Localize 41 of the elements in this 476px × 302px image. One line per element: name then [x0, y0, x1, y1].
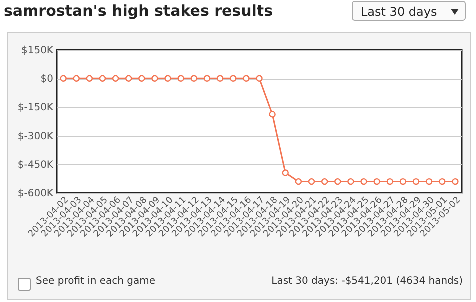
point — [190, 75, 198, 82]
y-tick-label: $-450K — [18, 160, 54, 171]
y-tick-label: $0 — [40, 74, 54, 86]
point — [73, 75, 80, 82]
point — [204, 75, 211, 82]
y-tick-label: $-300K — [18, 131, 54, 142]
point — [452, 178, 459, 186]
point — [269, 111, 276, 118]
point — [164, 75, 172, 82]
point — [178, 75, 184, 82]
point — [426, 178, 433, 186]
chart-title: samrostan's high stakes results — [4, 2, 274, 20]
point — [321, 178, 328, 186]
point — [216, 75, 224, 82]
point — [360, 178, 368, 186]
y-tick-label: $-600K — [18, 188, 54, 200]
point — [386, 178, 394, 186]
point — [400, 178, 407, 186]
point — [374, 178, 380, 186]
point — [230, 75, 237, 82]
text: See profit in each game — [36, 276, 156, 287]
point — [348, 178, 354, 186]
text: Last 30 days — [361, 5, 438, 19]
y-tick-label: $150K — [21, 46, 54, 56]
point — [334, 178, 342, 186]
point — [138, 75, 146, 82]
point — [152, 75, 158, 82]
y-tick-label: $-150K — [18, 102, 54, 114]
point — [439, 178, 446, 186]
point — [243, 75, 250, 82]
point — [256, 75, 263, 82]
text: Last 30 days: -$541,201 (4634 hands) — [272, 276, 463, 287]
point — [99, 75, 106, 82]
point — [126, 75, 132, 82]
point — [308, 178, 316, 186]
point — [412, 178, 420, 186]
point — [112, 75, 120, 82]
point — [295, 178, 302, 186]
point — [60, 75, 67, 82]
point — [86, 75, 93, 82]
point — [282, 170, 289, 176]
